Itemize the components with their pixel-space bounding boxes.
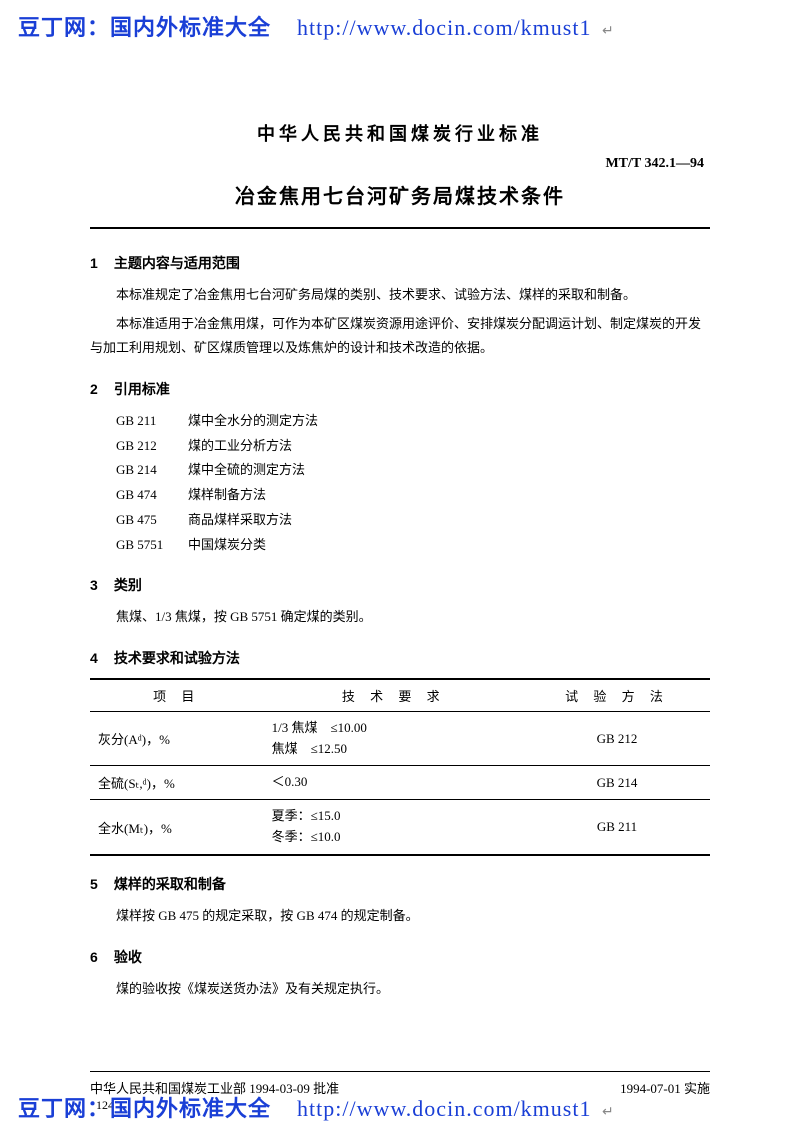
section-5-num: 5 — [90, 876, 110, 892]
section-1-num: 1 — [90, 255, 110, 271]
reference-item: GB 475商品煤样采取方法 — [116, 508, 710, 533]
watermark-bottom: 豆丁网：国内外标准大全 http://www.docin.com/kmust1 … — [18, 1091, 615, 1123]
table-cell-method: GB 212 — [524, 711, 710, 766]
section-5-para: 煤样按 GB 475 的规定采取，按 GB 474 的规定制备。 — [90, 904, 710, 929]
section-1-title: 主题内容与适用范围 — [114, 255, 240, 271]
section-6-heading: 6 验收 — [90, 947, 710, 967]
table-cell-method: GB 211 — [524, 800, 710, 855]
reference-item: GB 474煤样制备方法 — [116, 483, 710, 508]
title-rule — [90, 227, 710, 229]
reference-item: GB 214煤中全硫的测定方法 — [116, 458, 710, 483]
watermark-trail: ↵ — [602, 24, 615, 39]
table-cell-item: 全水(Mₜ)，% — [90, 800, 264, 855]
section-5-heading: 5 煤样的采取和制备 — [90, 874, 710, 894]
table-row: 灰分(Aᵈ)，% 1/3 焦煤 ≤10.00焦煤 ≤12.50 GB 212 — [90, 711, 710, 766]
section-1-para-2: 本标准适用于冶金焦用煤，可作为本矿区煤炭资源用途评价、安排煤炭分配调运计划、制定… — [90, 312, 710, 361]
table-cell-req: 夏季：≤15.0冬季：≤10.0 — [264, 800, 524, 855]
section-3-para: 焦煤、1/3 焦煤，按 GB 5751 确定煤的类别。 — [90, 605, 710, 630]
watermark-site: 豆丁网：国内外标准大全 — [18, 1096, 271, 1121]
table-header-requirement: 技 术 要 求 — [264, 679, 524, 712]
section-3-title: 类别 — [114, 577, 142, 593]
table-row: 全水(Mₜ)，% 夏季：≤15.0冬季：≤10.0 GB 211 — [90, 800, 710, 855]
table-header-item: 项 目 — [90, 679, 264, 712]
section-1-heading: 1 主题内容与适用范围 — [90, 253, 710, 273]
table-cell-req: ＜0.30 — [264, 766, 524, 800]
watermark-top: 豆丁网：国内外标准大全 http://www.docin.com/kmust1 … — [18, 10, 615, 42]
table-row: 全硫(Sₜ,ᵈ)，% ＜0.30 GB 214 — [90, 766, 710, 800]
section-3-num: 3 — [90, 577, 110, 593]
table-header-method: 试 验 方 法 — [524, 679, 710, 712]
standard-org: 中华人民共和国煤炭行业标准 — [90, 120, 710, 146]
table-cell-item: 灰分(Aᵈ)，% — [90, 711, 264, 766]
watermark-url[interactable]: http://www.docin.com/kmust1 — [297, 15, 591, 40]
section-6-num: 6 — [90, 949, 110, 965]
document-page: 中华人民共和国煤炭行业标准 MT/T 342.1—94 冶金焦用七台河矿务局煤技… — [90, 120, 710, 1113]
section-4-heading: 4 技术要求和试验方法 — [90, 648, 710, 668]
standard-title: 冶金焦用七台河矿务局煤技术条件 — [90, 180, 710, 209]
section-4-title: 技术要求和试验方法 — [114, 650, 240, 666]
table-cell-req: 1/3 焦煤 ≤10.00焦煤 ≤12.50 — [264, 711, 524, 766]
standard-code: MT/T 342.1—94 — [90, 156, 710, 172]
reference-item: GB 212煤的工业分析方法 — [116, 434, 710, 459]
section-4-num: 4 — [90, 650, 110, 666]
reference-item: GB 211煤中全水分的测定方法 — [116, 409, 710, 434]
reference-item: GB 5751中国煤炭分类 — [116, 533, 710, 558]
section-1-para-1: 本标准规定了冶金焦用七台河矿务局煤的类别、技术要求、试验方法、煤样的采取和制备。 — [90, 283, 710, 308]
section-2-title: 引用标准 — [114, 381, 170, 397]
table-cell-item: 全硫(Sₜ,ᵈ)，% — [90, 766, 264, 800]
section-2-num: 2 — [90, 381, 110, 397]
section-5-title: 煤样的采取和制备 — [114, 876, 226, 892]
approval-footer: 中华人民共和国煤炭工业部 1994-03-09 批准 1994-07-01 实施 — [90, 1071, 710, 1078]
table-cell-method: GB 214 — [524, 766, 710, 800]
effective-text: 1994-07-01 实施 — [620, 1078, 710, 1097]
section-6-para: 煤的验收按《煤炭送货办法》及有关规定执行。 — [90, 977, 710, 1002]
section-3-heading: 3 类别 — [90, 575, 710, 595]
section-2-heading: 2 引用标准 — [90, 379, 710, 399]
watermark-url[interactable]: http://www.docin.com/kmust1 — [297, 1096, 591, 1121]
section-6-title: 验收 — [114, 949, 142, 965]
requirements-table: 项 目 技 术 要 求 试 验 方 法 灰分(Aᵈ)，% 1/3 焦煤 ≤10.… — [90, 678, 710, 856]
table-header-row: 项 目 技 术 要 求 试 验 方 法 — [90, 679, 710, 712]
watermark-site: 豆丁网：国内外标准大全 — [18, 15, 271, 40]
watermark-trail: ↵ — [602, 1105, 615, 1120]
reference-list: GB 211煤中全水分的测定方法 GB 212煤的工业分析方法 GB 214煤中… — [116, 409, 710, 557]
